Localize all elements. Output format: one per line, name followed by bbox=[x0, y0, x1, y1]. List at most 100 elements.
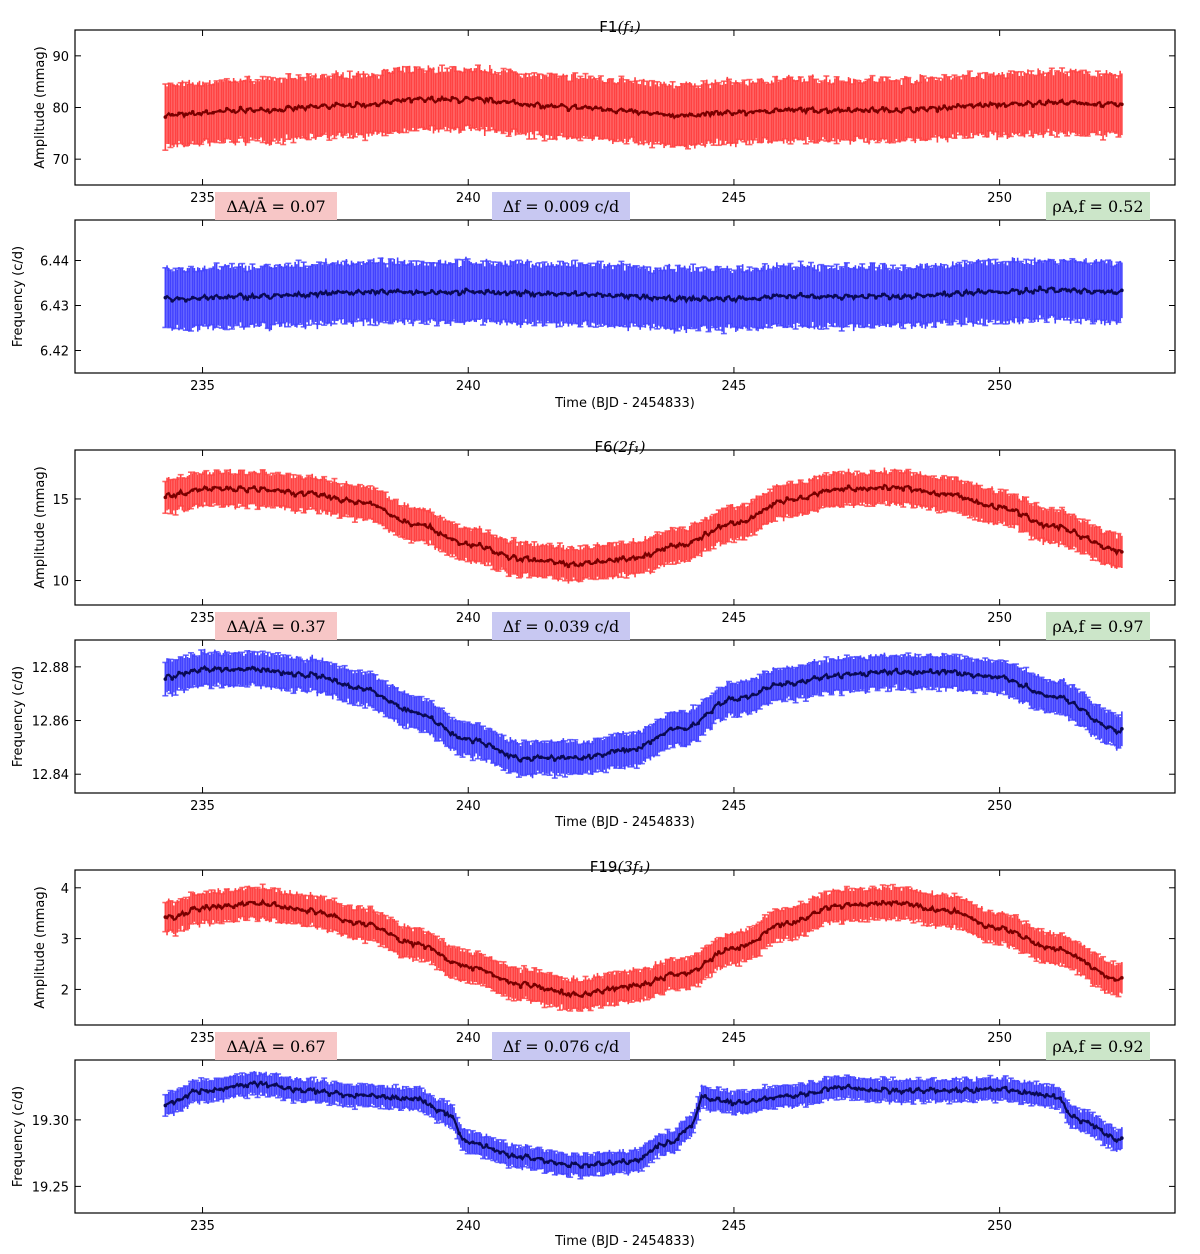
amplitude-data-point bbox=[334, 496, 338, 500]
frequency-data-point bbox=[819, 676, 824, 681]
amplitude-data-point bbox=[525, 555, 530, 559]
amplitude-data-point bbox=[607, 107, 612, 112]
frequency-data-point bbox=[546, 756, 550, 761]
amplitude-data-point bbox=[395, 98, 400, 102]
amplitude-data-point bbox=[436, 97, 441, 102]
frequency-data-point bbox=[552, 758, 557, 762]
frequency-data-point bbox=[969, 291, 974, 295]
frequency-data-point bbox=[518, 759, 523, 763]
amplitude-data-point bbox=[539, 558, 543, 563]
amplitude-data-point bbox=[751, 515, 755, 520]
amplitude-data-point bbox=[703, 113, 707, 117]
frequency-data-point bbox=[539, 292, 543, 297]
amplitude-data-point bbox=[293, 106, 297, 110]
frequency-data-point bbox=[1044, 289, 1049, 294]
amplitude-data-point bbox=[1113, 548, 1117, 553]
frequency-data-point bbox=[184, 299, 188, 303]
amplitude-data-point bbox=[170, 112, 174, 117]
frequency-data-point bbox=[320, 673, 325, 678]
frequency-data-point bbox=[1106, 289, 1110, 294]
amplitude-data-point bbox=[1044, 100, 1049, 105]
frequency-data-point bbox=[607, 292, 612, 297]
amplitude-ytick-label: 70 bbox=[52, 153, 69, 168]
amplitude-data-point bbox=[675, 543, 680, 548]
frequency-data-point bbox=[218, 296, 222, 300]
frequency-data-point bbox=[348, 291, 352, 296]
amplitude-data-point bbox=[477, 96, 482, 101]
amplitude-data-point bbox=[1085, 102, 1090, 106]
amplitude-data-point bbox=[860, 108, 865, 113]
amplitude-data-point bbox=[662, 548, 666, 552]
amplitude-data-point bbox=[163, 115, 168, 119]
frequency-data-point bbox=[949, 293, 953, 297]
amplitude-data-point bbox=[457, 100, 461, 105]
frequency-error-bars bbox=[162, 648, 1123, 779]
amplitude-data-point bbox=[839, 487, 844, 492]
amplitude-data-point bbox=[874, 109, 878, 113]
amplitude-data-point bbox=[559, 560, 564, 565]
amplitude-data-point bbox=[354, 501, 359, 505]
amplitude-data-point bbox=[887, 487, 892, 492]
amplitude-data-point bbox=[197, 111, 202, 116]
amplitude-ylabel: Amplitude (mmag) bbox=[33, 466, 48, 588]
amplitude-data-point bbox=[710, 110, 714, 115]
frequency-data-point bbox=[1072, 700, 1076, 705]
amplitude-data-point bbox=[587, 560, 591, 564]
frequency-data-point bbox=[580, 292, 584, 296]
frequency-data-point bbox=[491, 289, 496, 294]
amplitude-data-point bbox=[812, 109, 817, 114]
amplitude-data-point bbox=[757, 510, 762, 515]
frequency-data-point bbox=[163, 295, 168, 300]
frequency-data-point bbox=[696, 721, 701, 726]
amplitude-data-point bbox=[272, 488, 277, 493]
amplitude-data-point bbox=[1038, 522, 1042, 526]
amplitude-data-point bbox=[457, 542, 461, 547]
amplitude-data-point bbox=[566, 564, 571, 569]
amplitude-data-point bbox=[1065, 528, 1070, 533]
amplitude-data-point bbox=[389, 101, 393, 105]
amplitude-data-point bbox=[1044, 523, 1049, 527]
frequency-change-box-text: Δf = 0.009 c/d bbox=[503, 197, 620, 216]
frequency-data-point bbox=[908, 670, 912, 675]
amplitude-data-point bbox=[867, 109, 871, 114]
amplitude-data-point bbox=[921, 489, 926, 493]
frequency-data-point bbox=[614, 748, 619, 753]
frequency-data-point bbox=[921, 294, 926, 299]
amplitude-data-point bbox=[1024, 101, 1029, 106]
amplitude-data-point bbox=[1106, 101, 1110, 105]
amplitude-data-point bbox=[1072, 99, 1076, 104]
amplitude-data-point bbox=[669, 114, 673, 118]
amplitude-data-point bbox=[491, 100, 496, 104]
frequency-data-point bbox=[983, 291, 988, 295]
frequency-data-point bbox=[1079, 707, 1083, 712]
amplitude-data-point bbox=[402, 518, 407, 522]
amplitude-data-point bbox=[915, 106, 919, 111]
frequency-data-point bbox=[935, 670, 940, 674]
frequency-data-point bbox=[655, 296, 660, 301]
frequency-data-point bbox=[662, 295, 666, 300]
frequency-panel-0: 6.42 6.43 6.44 235 240 245 250 Frequency (c/d) T… bbox=[11, 219, 1176, 411]
amplitude-data-point bbox=[245, 489, 250, 494]
amplitude-data-point bbox=[778, 108, 783, 113]
amplitude-data-point bbox=[409, 99, 414, 104]
amplitude-data-point bbox=[525, 103, 530, 107]
amplitude-data-point bbox=[546, 104, 550, 108]
amplitude-change-box-text: ΔA/Ā = 0.37 bbox=[226, 616, 325, 636]
frequency-data-point bbox=[1024, 286, 1029, 291]
frequency-data-point bbox=[703, 295, 707, 300]
amplitude-data-point bbox=[1003, 505, 1008, 510]
frequency-data-point bbox=[669, 297, 673, 302]
frequency-data-point bbox=[1085, 711, 1090, 716]
frequency-data-point bbox=[375, 693, 379, 698]
frequency-data-point bbox=[313, 672, 318, 677]
frequency-data-point bbox=[675, 725, 680, 730]
frequency-data-point bbox=[682, 296, 687, 300]
panel-title-id: F6 bbox=[595, 438, 613, 456]
amplitude-data-point bbox=[307, 490, 311, 495]
frequency-data-point bbox=[1079, 290, 1083, 295]
amplitude-data-point bbox=[505, 554, 509, 559]
amplitude-data-point bbox=[320, 492, 325, 497]
frequency-data-point bbox=[580, 757, 584, 761]
amplitude-data-point bbox=[409, 523, 414, 528]
panel-title: F19(3f₁) bbox=[590, 858, 651, 876]
